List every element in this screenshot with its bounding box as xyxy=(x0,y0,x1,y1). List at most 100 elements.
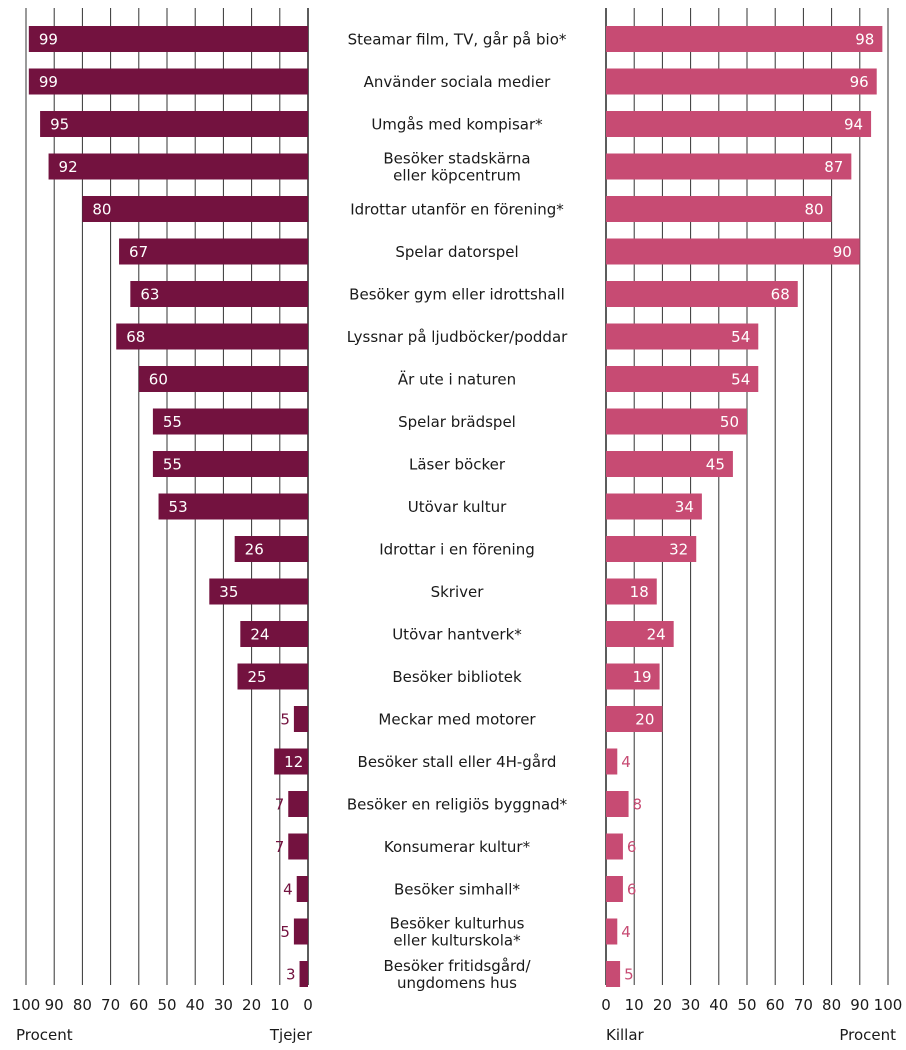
value-label-killar: 90 xyxy=(833,243,852,261)
category-label: Utövar kultur xyxy=(408,498,507,516)
bar-killar xyxy=(606,451,733,477)
bar-tjejer xyxy=(299,961,308,987)
bar-tjejer xyxy=(293,706,308,732)
bar-killar xyxy=(606,493,702,520)
bar-tjejer xyxy=(209,578,308,605)
bar-tjejer xyxy=(28,26,308,52)
value-label-killar: 98 xyxy=(855,31,874,49)
bar-killar xyxy=(606,366,759,392)
bar-killar xyxy=(606,281,798,307)
tick-label-right: 0 xyxy=(601,996,611,1014)
value-label-killar: 18 xyxy=(630,583,649,601)
category-label: Är ute i naturen xyxy=(398,370,516,389)
value-label-killar: 6 xyxy=(627,838,637,856)
bar-killar xyxy=(606,68,877,95)
category-label: Besöker gym eller idrottshall xyxy=(349,286,565,304)
value-label-killar: 68 xyxy=(771,286,790,304)
category-label: Utövar hantverk* xyxy=(392,626,522,644)
bar-tjejer xyxy=(288,833,308,860)
bar-killar xyxy=(606,791,629,817)
bar-killar xyxy=(606,196,832,222)
category-label: Besöker fritidsgård/ungdomens hus xyxy=(383,957,531,992)
bar-tjejer xyxy=(152,408,308,435)
category-label: Konsumerar kultur* xyxy=(384,838,531,856)
tick-label-left: 30 xyxy=(214,996,233,1014)
left-axis-label: Procent xyxy=(16,1026,73,1044)
value-label-killar: 54 xyxy=(731,371,750,389)
right-axis-label: Procent xyxy=(839,1026,896,1044)
value-label-killar: 80 xyxy=(805,201,824,219)
value-label-tjejer: 53 xyxy=(169,498,188,516)
bar-killar xyxy=(606,748,618,775)
category-label: Skriver xyxy=(431,583,485,601)
bar-tjejer xyxy=(130,281,308,307)
tick-label-left: 0 xyxy=(303,996,313,1014)
tick-label-right: 90 xyxy=(850,996,869,1014)
bar-killar xyxy=(606,238,860,265)
bar-tjejer xyxy=(152,451,308,477)
bar-killar xyxy=(606,323,759,350)
bar-tjejer xyxy=(293,918,308,945)
bar-killar xyxy=(606,536,697,562)
bar-killar xyxy=(606,578,657,605)
value-label-tjejer: 68 xyxy=(126,328,145,346)
category-label: Meckar med motorer xyxy=(378,711,536,729)
tick-label-left: 60 xyxy=(129,996,148,1014)
tick-label-left: 20 xyxy=(242,996,261,1014)
category-label: Spelar datorspel xyxy=(395,243,518,261)
tick-label-right: 50 xyxy=(737,996,756,1014)
value-label-tjejer: 4 xyxy=(283,881,293,899)
bar-tjejer xyxy=(158,493,308,520)
category-label: Besöker stall eller 4H-gård xyxy=(358,753,557,771)
bar-killar xyxy=(606,111,872,137)
bar-killar xyxy=(606,153,852,180)
bar-killar xyxy=(606,876,623,902)
tick-label-left: 50 xyxy=(157,996,176,1014)
bar-tjejer xyxy=(234,536,308,562)
bar-tjejer xyxy=(116,323,309,350)
tick-label-right: 20 xyxy=(653,996,672,1014)
category-label: Spelar brädspel xyxy=(398,413,516,431)
bar-killar xyxy=(606,706,663,732)
tick-label-left: 90 xyxy=(45,996,64,1014)
tick-label-right: 60 xyxy=(766,996,785,1014)
category-label: Besöker en religiös byggnad* xyxy=(347,796,568,814)
category-label: Läser böcker xyxy=(409,456,506,474)
value-label-killar: 54 xyxy=(731,328,750,346)
value-label-tjejer: 5 xyxy=(280,923,290,941)
category-label: Idrottar i en förening xyxy=(379,541,535,559)
value-label-tjejer: 35 xyxy=(219,583,238,601)
bar-tjejer xyxy=(240,621,308,647)
value-label-tjejer: 25 xyxy=(248,668,267,686)
bar-killar xyxy=(606,408,747,435)
value-label-killar: 8 xyxy=(633,796,643,814)
value-label-killar: 6 xyxy=(627,881,637,899)
tick-label-right: 30 xyxy=(681,996,700,1014)
value-label-killar: 45 xyxy=(706,456,725,474)
tick-label-left: 10 xyxy=(270,996,289,1014)
value-label-killar: 96 xyxy=(850,73,869,91)
category-labels: Steamar film, TV, går på bio* Använder so… xyxy=(347,31,568,993)
value-label-killar: 4 xyxy=(621,923,631,941)
value-label-killar: 34 xyxy=(675,498,694,516)
right-series-label: Killar xyxy=(606,1026,645,1044)
value-label-tjejer: 7 xyxy=(275,838,285,856)
bar-killar xyxy=(606,961,621,987)
bar-tjejer xyxy=(82,196,309,222)
category-label: Steamar film, TV, går på bio* xyxy=(348,31,567,49)
value-label-killar: 24 xyxy=(647,626,666,644)
tick-label-right: 100 xyxy=(874,996,903,1014)
value-label-tjejer: 92 xyxy=(59,158,78,176)
value-label-tjejer: 55 xyxy=(163,413,182,431)
value-label-killar: 19 xyxy=(632,668,651,686)
bar-killar xyxy=(606,663,660,690)
bar-tjejer xyxy=(237,663,308,690)
category-label: Idrottar utanför en förening* xyxy=(350,201,564,219)
category-label: Lyssnar på ljudböcker/poddar xyxy=(347,328,568,346)
category-label: Besöker bibliotek xyxy=(392,668,522,686)
bar-tjejer xyxy=(119,238,308,265)
value-label-killar: 5 xyxy=(624,966,634,984)
bar-tjejer xyxy=(274,748,308,775)
